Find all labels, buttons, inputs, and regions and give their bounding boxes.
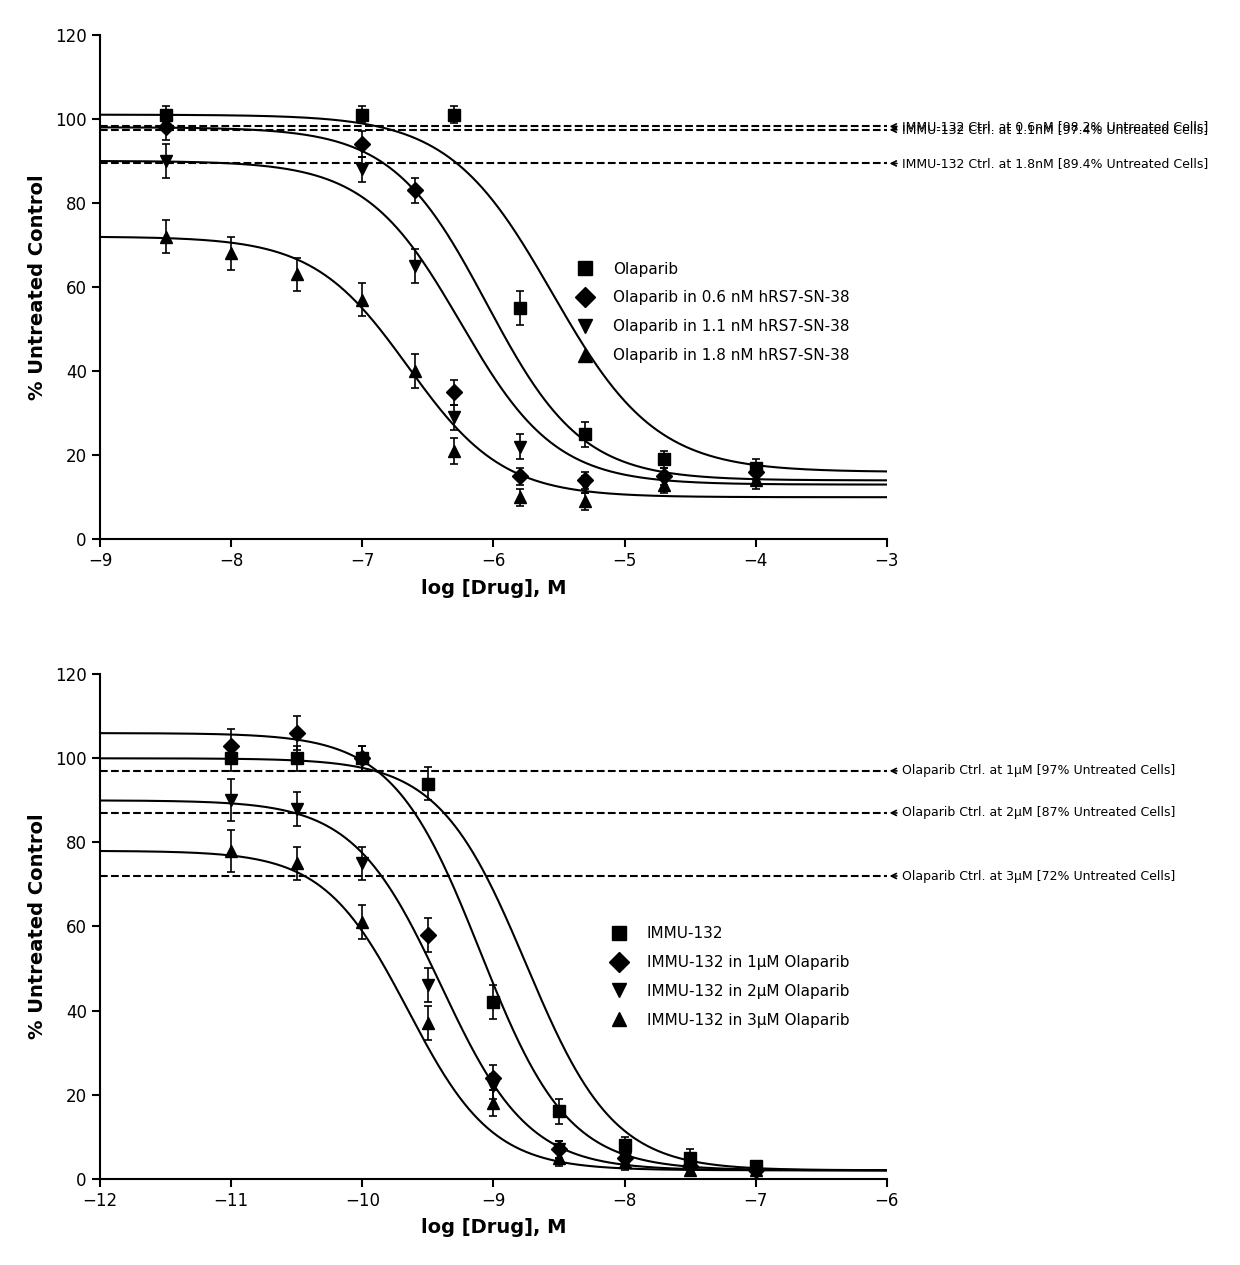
Text: IMMU-132 Ctrl. at 1.8nM [89.4% Untreated Cells]: IMMU-132 Ctrl. at 1.8nM [89.4% Untreated… — [892, 157, 1209, 170]
Y-axis label: % Untreated Control: % Untreated Control — [27, 175, 47, 400]
Text: IMMU-132 Ctrl. at 0.6nM [98.2% Untreated Cells]: IMMU-132 Ctrl. at 0.6nM [98.2% Untreated… — [892, 120, 1209, 133]
X-axis label: log [Drug], M: log [Drug], M — [420, 1218, 567, 1237]
Text: IMMU-132 Ctrl. at 1.1nM [97.4% Untreated Cells]: IMMU-132 Ctrl. at 1.1nM [97.4% Untreated… — [892, 123, 1209, 137]
Y-axis label: % Untreated Control: % Untreated Control — [27, 813, 47, 1040]
Text: Olaparib Ctrl. at 2μM [87% Untreated Cells]: Olaparib Ctrl. at 2μM [87% Untreated Cel… — [892, 807, 1176, 820]
Legend: Olaparib, Olaparib in 0.6 nM hRS7-SN-38, Olaparib in 1.1 nM hRS7-SN-38, Olaparib: Olaparib, Olaparib in 0.6 nM hRS7-SN-38,… — [564, 256, 856, 369]
Text: Olaparib Ctrl. at 3μM [72% Untreated Cells]: Olaparib Ctrl. at 3μM [72% Untreated Cel… — [892, 869, 1176, 883]
Text: Olaparib Ctrl. at 1μM [97% Untreated Cells]: Olaparib Ctrl. at 1μM [97% Untreated Cel… — [892, 764, 1176, 778]
X-axis label: log [Drug], M: log [Drug], M — [420, 579, 567, 598]
Legend: IMMU-132, IMMU-132 in 1μM Olaparib, IMMU-132 in 2μM Olaparib, IMMU-132 in 3μM Ol: IMMU-132, IMMU-132 in 1μM Olaparib, IMMU… — [598, 920, 856, 1034]
